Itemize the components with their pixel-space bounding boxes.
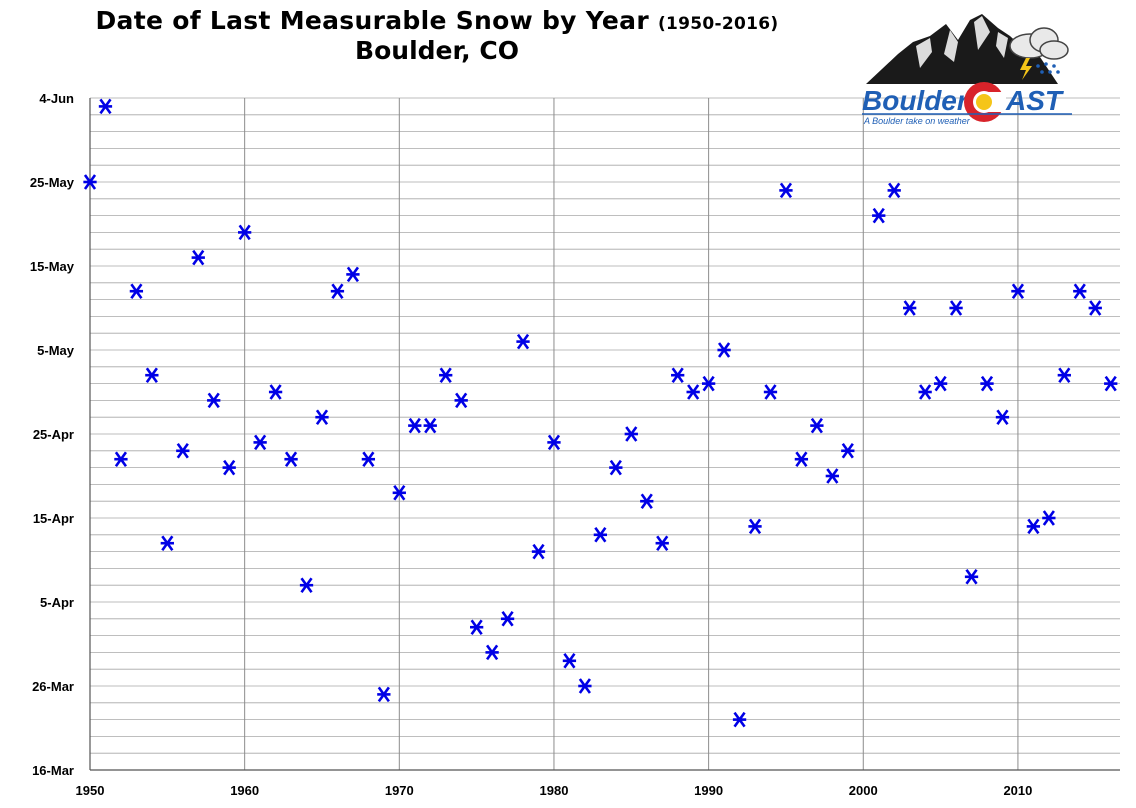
y-tick-label: 5-Apr [40,595,74,610]
data-point [284,451,298,467]
data-point [392,485,406,501]
data-point [346,266,360,283]
data-point [454,392,468,409]
data-point [114,451,128,467]
data-point [748,518,762,535]
chart-title-range: (1950-2016) [657,14,779,34]
data-point [238,224,252,241]
chart-title-block: Date of Last Measurable Snow by Year (19… [0,6,874,65]
data-point [655,535,669,551]
data-point [423,417,437,434]
x-tick-label: 1980 [540,783,569,798]
data-point [191,249,205,266]
data-point [671,367,685,383]
data-point [408,417,422,434]
data-point [1057,367,1071,383]
y-tick-label: 25-May [30,175,75,190]
data-point [887,182,901,199]
y-tick-label: 16-Mar [32,763,74,778]
data-point [361,451,376,467]
logo-brand-right: AST [1005,85,1065,116]
data-point [779,182,793,199]
data-point [1026,518,1041,535]
data-point [964,569,979,585]
data-point [732,711,747,728]
data-point [377,686,391,703]
x-tick-label: 1950 [76,783,105,798]
data-point [485,644,499,661]
mountain-icon [866,14,1058,84]
x-tick-label: 2010 [1003,783,1032,798]
data-point [717,342,731,358]
data-point [207,392,221,409]
data-point [98,98,113,115]
x-tick-label: 2000 [849,783,878,798]
data-point [794,451,809,467]
data-point [500,611,515,627]
data-point [83,174,97,190]
data-point [903,300,917,316]
data-point [995,409,1010,425]
chart-subtitle: Boulder, CO [355,36,519,65]
y-tick-label: 15-Apr [33,511,74,526]
bouldercast-logo: Boulder AST A Boulder take on weather [862,14,1072,126]
data-point [160,535,174,551]
points-layer [83,98,1118,728]
data-point [593,527,608,543]
data-point [933,375,948,392]
data-point [810,417,824,434]
data-point [1104,375,1118,392]
data-point [253,434,267,451]
x-tick-label: 1990 [694,783,723,798]
data-point [145,367,159,383]
data-point [1088,300,1102,316]
data-point [531,543,546,560]
data-point [578,678,592,694]
data-point [825,468,839,484]
y-tick-label: 4-Jun [39,91,74,106]
data-point [516,333,530,350]
data-point [872,207,886,224]
x-tick-label: 1960 [230,783,259,798]
data-point [918,384,932,400]
data-point [547,434,561,451]
colorado-c-icon [964,82,1006,122]
data-point [1011,283,1025,299]
data-point [841,443,855,459]
x-tick-label: 1970 [385,783,414,798]
axis-layer [89,98,1120,771]
data-point [469,619,484,635]
grid-layer [90,97,1120,771]
data-point [315,409,329,425]
tick-label-layer: 16-Mar 26-Mar 5-Apr 15-Apr 25-Apr 5-May 15-May… [30,91,1032,798]
data-point [176,443,190,459]
data-point [640,493,654,509]
logo-brand-left: Boulder [862,85,970,116]
data-point [686,384,700,400]
data-point [1073,283,1087,299]
data-point [980,375,994,392]
data-point [624,426,638,442]
y-tick-label: 5-May [37,343,75,358]
chart-title-main: Date of Last Measurable Snow by Year [95,6,649,35]
y-tick-label: 25-Apr [33,427,74,442]
data-point [129,283,144,299]
data-point [299,577,314,593]
data-point [222,459,236,476]
data-point [609,459,623,476]
data-point [701,375,716,392]
logo-tagline: A Boulder take on weather [863,116,971,126]
data-point [763,384,778,400]
storm-cloud-icon [1009,27,1069,80]
data-point [439,367,453,383]
data-point [330,283,345,299]
y-tick-label: 15-May [30,259,75,274]
data-point [562,653,577,669]
data-point [1042,510,1056,526]
chart-title: Date of Last Measurable Snow by Year (19… [0,6,874,35]
data-point [949,300,963,316]
data-point [268,384,283,400]
y-tick-label: 26-Mar [32,679,74,694]
